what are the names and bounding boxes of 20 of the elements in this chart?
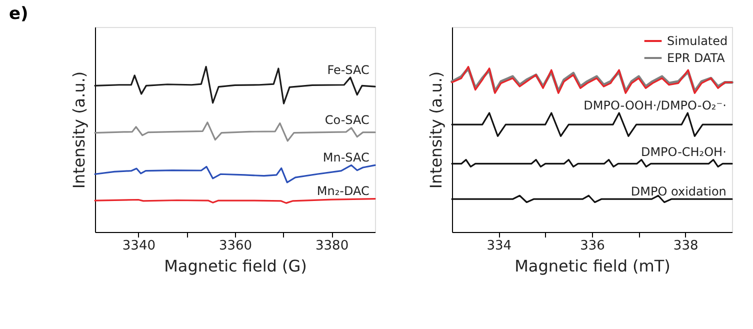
legend-label: EPR DATA <box>667 51 726 65</box>
x-tick-label: 3380 <box>316 238 349 254</box>
series-label: DMPO oxidation <box>630 184 726 198</box>
series-label: Co-SAC <box>324 113 370 128</box>
y-axis-title: Intensity (a.u.) <box>426 71 446 189</box>
series-label: Fe-SAC <box>327 62 370 77</box>
x-tick-label: 3340 <box>122 238 156 254</box>
x-tick-label: 334 <box>486 238 512 254</box>
x-axis-title: Magnetic field (mT) <box>514 256 670 276</box>
x-tick-label: 336 <box>580 238 605 254</box>
series-label: DMPO-OOH·/DMPO-O₂⁻· <box>584 98 726 112</box>
series-label: Mn-SAC <box>322 150 370 165</box>
legend-label: Simulated <box>667 34 728 48</box>
x-tick-label: 3360 <box>218 238 252 254</box>
text: e) <box>9 4 28 24</box>
y-axis-title: Intensity (a.u.) <box>70 71 88 189</box>
x-axis-title: Magnetic field (G) <box>164 256 307 276</box>
x-tick-label: 338 <box>673 238 698 254</box>
series-label: DMPO-CH₂OH· <box>640 145 726 160</box>
series-label: Mn₂-DAC <box>316 184 370 198</box>
